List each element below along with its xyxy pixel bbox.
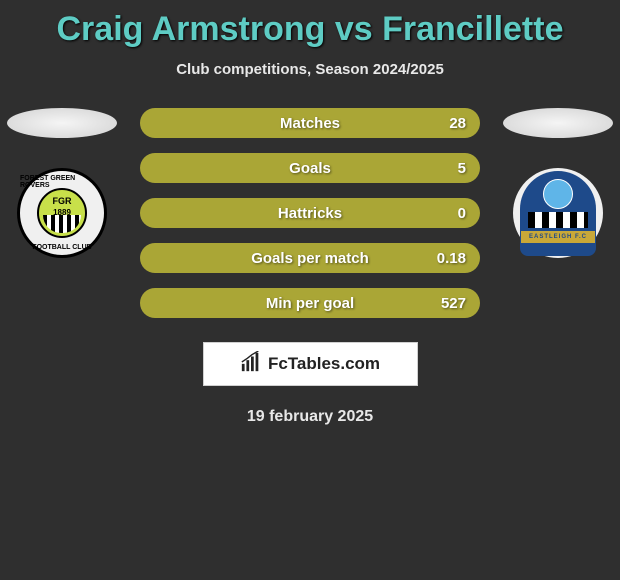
subtitle: Club competitions, Season 2024/2025 — [0, 61, 620, 78]
badge-shield: EASTLEIGH F.C — [520, 171, 596, 256]
badge-abbr: FGR — [53, 196, 72, 206]
stat-value: 0 — [458, 205, 466, 222]
right-player-side: EASTLEIGH F.C — [498, 108, 618, 258]
stat-bar-matches: Matches 28 — [140, 108, 480, 138]
badge-inner-circle: FGR 1889 — [37, 188, 87, 238]
comparison-content: FOREST GREEN ROVERS FGR 1889 FOOTBALL CL… — [0, 108, 620, 318]
stat-value: 527 — [441, 295, 466, 312]
badge-checker — [528, 212, 588, 228]
date-text: 19 february 2025 — [0, 408, 620, 426]
right-player-placeholder — [503, 108, 613, 138]
stat-label: Goals — [289, 160, 331, 177]
brand-box[interactable]: FcTables.com — [203, 342, 418, 386]
chart-icon — [240, 351, 262, 378]
stats-column: Matches 28 Goals 5 Hattricks 0 Goals per… — [140, 108, 480, 318]
right-club-badge: EASTLEIGH F.C — [513, 168, 603, 258]
left-player-side: FOREST GREEN ROVERS FGR 1889 FOOTBALL CL… — [2, 108, 122, 258]
left-club-badge: FOREST GREEN ROVERS FGR 1889 FOOTBALL CL… — [17, 168, 107, 258]
stat-label: Min per goal — [266, 295, 354, 312]
stat-label: Hattricks — [278, 205, 342, 222]
brand-text: FcTables.com — [268, 354, 380, 374]
stat-bar-goals: Goals 5 — [140, 153, 480, 183]
badge-ring-text-bottom: FOOTBALL CLUB — [32, 244, 91, 251]
stat-bar-mpg: Min per goal 527 — [140, 288, 480, 318]
stat-value: 28 — [449, 115, 466, 132]
badge-ring-text-top: FOREST GREEN ROVERS — [20, 175, 104, 189]
badge-emblem-circle — [543, 179, 573, 209]
stat-value: 5 — [458, 160, 466, 177]
stat-bar-gpm: Goals per match 0.18 — [140, 243, 480, 273]
badge-stripes — [43, 215, 81, 233]
stat-label: Matches — [280, 115, 340, 132]
badge-band-text: EASTLEIGH F.C — [521, 231, 595, 243]
stat-value: 0.18 — [437, 250, 466, 267]
page-title: Craig Armstrong vs Francillette — [0, 0, 620, 49]
stat-bar-hattricks: Hattricks 0 — [140, 198, 480, 228]
stat-label: Goals per match — [251, 250, 369, 267]
left-player-placeholder — [7, 108, 117, 138]
